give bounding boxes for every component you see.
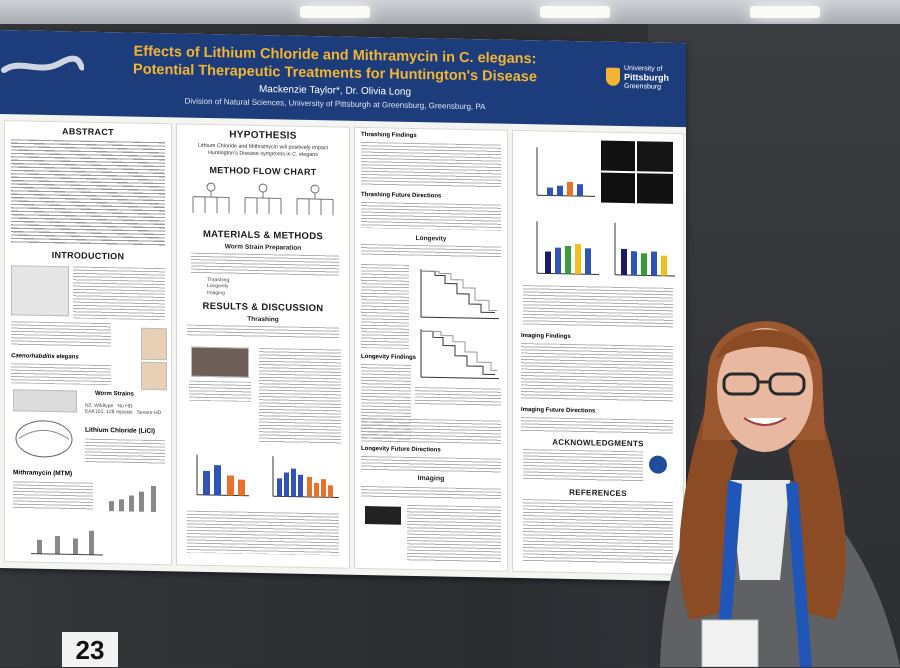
longevity-text xyxy=(361,417,501,445)
imaging-subheading: Imaging xyxy=(417,475,445,483)
flow-chart-heading: METHOD FLOW CHART xyxy=(209,165,317,178)
worm-photo xyxy=(13,389,77,413)
logo-text: University of Pittsburgh Greensburg xyxy=(624,64,669,92)
lithium-heading: Lithium Chloride (LiCl) xyxy=(85,426,156,435)
thrashing-subheading: Thrashing xyxy=(247,315,279,324)
imaging-future-heading: Imaging Future Directions xyxy=(521,407,596,415)
thrashing-text xyxy=(187,324,339,340)
fluorescence-image xyxy=(601,140,635,172)
longevity-findings-heading: Longevity Findings xyxy=(361,353,416,361)
ceiling-light xyxy=(750,6,820,18)
thrashing-findings-heading: Thrashing Findings xyxy=(361,131,417,140)
imaging-methods xyxy=(407,504,501,563)
abstract-text xyxy=(11,139,165,247)
prep-text xyxy=(191,252,339,278)
figure-legend xyxy=(187,510,339,556)
longevity-future-text xyxy=(361,455,501,473)
abstract-heading: ABSTRACT xyxy=(62,126,114,138)
imaging-chart-c xyxy=(614,222,675,277)
strain-name: EAK101: 128 repeats xyxy=(85,408,133,416)
brain-image xyxy=(141,327,167,361)
column-2: HYPOTHESIS Lithium Chloride and Mithramy… xyxy=(176,123,350,569)
structure-chart xyxy=(109,485,156,512)
ceiling-light xyxy=(300,6,370,18)
shield-icon xyxy=(606,67,620,86)
longevity-subheading: Longevity xyxy=(415,234,447,243)
materials-list: Thrashing Longevity Imaging xyxy=(207,277,229,296)
fluorescence-image xyxy=(637,173,673,204)
imaging-chart-b xyxy=(536,221,599,276)
mithramycin-text xyxy=(13,481,93,511)
longevity-methods xyxy=(361,263,409,349)
introduction-heading: INTRODUCTION xyxy=(51,249,125,262)
prep-subheading: Worm Strain Preparation xyxy=(224,243,302,252)
materials-heading: MATERIALS & METHODS xyxy=(202,228,324,243)
flow-chart xyxy=(192,182,334,216)
imaging-chart-a xyxy=(536,147,595,197)
mithramycin-heading: Mithramycin (MTM) xyxy=(13,469,73,478)
lithium-text xyxy=(85,438,165,465)
methods-text xyxy=(259,347,341,446)
column-4: Imaging Findings Imaging Future Directio… xyxy=(512,129,684,576)
ceiling-light xyxy=(540,6,610,18)
celegans-text xyxy=(11,363,111,386)
column-1: ABSTRACT INTRODUCTION Caenorhabditis ele… xyxy=(4,120,172,566)
longevity-future-heading: Longevity Future Directions xyxy=(361,445,441,454)
poster-header: Effects of Lithium Chloride and Mithramy… xyxy=(0,30,686,128)
brain-image xyxy=(141,361,167,391)
strain-type: Severe HD xyxy=(136,409,162,417)
hypothesis-text: Lithium Chloride and Mithramycin will po… xyxy=(197,142,329,159)
list-item: Imaging xyxy=(207,289,225,296)
thrash-chart-a xyxy=(196,454,249,497)
photo-caption xyxy=(189,380,251,402)
presenter-photo xyxy=(660,321,900,667)
worm-figure xyxy=(11,265,69,317)
poster-number: 23 xyxy=(62,632,118,667)
findings-text xyxy=(361,141,501,189)
thrash-chart-b xyxy=(272,456,339,499)
list-item: Longevity xyxy=(207,283,229,290)
poster-title: Effects of Lithium Chloride and Mithramy… xyxy=(100,42,570,87)
worm-icon xyxy=(1,55,84,74)
intro-text xyxy=(73,266,165,321)
thrashing-future-heading: Thrashing Future Directions xyxy=(361,191,442,200)
imaging-question xyxy=(361,485,501,501)
figure-caption xyxy=(11,321,111,348)
worm-diagram xyxy=(15,420,73,458)
survival-curve-2 xyxy=(420,329,499,380)
logo-line: Greensburg xyxy=(624,82,661,91)
fluorescence-image xyxy=(637,141,673,172)
curve-caption xyxy=(415,386,501,407)
fluorescence-image xyxy=(601,172,635,204)
survival-curve-1 xyxy=(420,269,499,320)
strain-table: N2: Wildtype No HD EAK101: 128 repeats S… xyxy=(85,403,165,417)
results-heading: RESULTS & DISCUSSION xyxy=(202,300,324,315)
worm-strains-heading: Worm Strains xyxy=(95,390,134,398)
imaging-findings-heading: Imaging Findings xyxy=(521,333,571,340)
celegans-heading: Caenorhabditis elegans xyxy=(11,353,79,361)
column-3: Thrashing Findings Thrashing Future Dire… xyxy=(354,126,508,572)
university-logo: University of Pittsburgh Greensburg xyxy=(606,64,682,105)
strain-type: No HD xyxy=(117,403,133,410)
future-text xyxy=(361,201,501,231)
hypothesis-heading: HYPOTHESIS xyxy=(229,129,297,142)
research-poster: Effects of Lithium Chloride and Mithramy… xyxy=(0,30,686,582)
longevity-question xyxy=(361,243,501,259)
thrashing-photo xyxy=(191,346,249,378)
microscopy-image xyxy=(365,506,401,525)
mtm-chart xyxy=(31,530,103,556)
